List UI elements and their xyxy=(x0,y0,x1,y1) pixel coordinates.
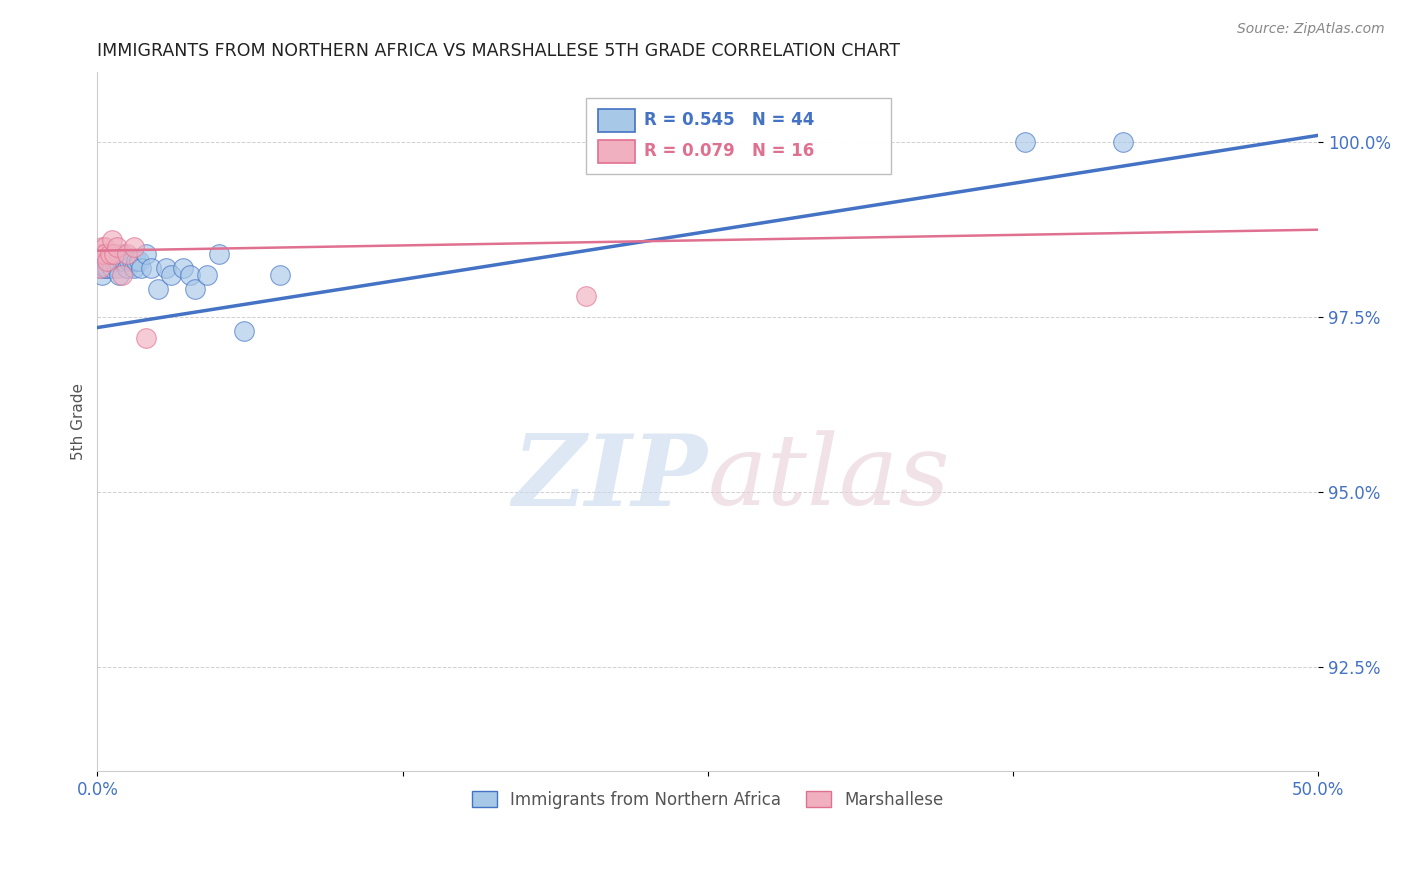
Point xyxy=(269,268,291,282)
Point xyxy=(101,233,124,247)
Point xyxy=(1014,136,1036,150)
Point xyxy=(195,268,218,282)
Point xyxy=(105,240,128,254)
Point xyxy=(93,254,115,268)
Text: Source: ZipAtlas.com: Source: ZipAtlas.com xyxy=(1237,22,1385,37)
Point xyxy=(105,261,128,276)
Point xyxy=(208,247,231,261)
Point xyxy=(96,247,118,261)
Point xyxy=(155,261,177,276)
Point xyxy=(112,254,135,268)
Point xyxy=(96,254,118,268)
Point xyxy=(125,254,148,268)
Point xyxy=(89,261,111,276)
Point xyxy=(115,247,138,261)
Point xyxy=(89,261,111,276)
Point xyxy=(103,247,125,261)
Point xyxy=(1112,136,1135,150)
Point xyxy=(98,247,121,261)
Point xyxy=(172,261,194,276)
Point xyxy=(93,247,115,261)
Point xyxy=(93,240,115,254)
Point xyxy=(139,261,162,276)
Point xyxy=(103,247,125,261)
Point xyxy=(232,324,254,338)
Legend: Immigrants from Northern Africa, Marshallese: Immigrants from Northern Africa, Marshal… xyxy=(465,784,950,815)
Point xyxy=(93,261,115,276)
Point xyxy=(111,254,134,268)
Point xyxy=(115,261,138,276)
Point xyxy=(91,254,114,268)
Point xyxy=(103,254,125,268)
Point xyxy=(122,240,145,254)
Point xyxy=(96,261,118,276)
Point xyxy=(91,261,114,276)
Point xyxy=(98,247,121,261)
Point xyxy=(118,254,141,268)
Point xyxy=(91,268,114,282)
Point xyxy=(159,268,181,282)
Point xyxy=(128,254,150,268)
Point xyxy=(101,254,124,268)
FancyBboxPatch shape xyxy=(598,140,634,163)
Point xyxy=(96,254,118,268)
Point xyxy=(184,282,207,296)
Point xyxy=(91,247,114,261)
Point xyxy=(135,247,157,261)
FancyBboxPatch shape xyxy=(598,109,634,132)
Text: R = 0.545   N = 44: R = 0.545 N = 44 xyxy=(644,111,814,129)
Point xyxy=(111,247,134,261)
FancyBboxPatch shape xyxy=(586,98,891,174)
Point xyxy=(108,268,131,282)
Text: ZIP: ZIP xyxy=(513,430,707,526)
Point xyxy=(575,289,598,303)
Y-axis label: 5th Grade: 5th Grade xyxy=(72,384,86,460)
Text: IMMIGRANTS FROM NORTHERN AFRICA VS MARSHALLESE 5TH GRADE CORRELATION CHART: IMMIGRANTS FROM NORTHERN AFRICA VS MARSH… xyxy=(97,42,900,60)
Point xyxy=(121,254,143,268)
Point xyxy=(91,240,114,254)
Point xyxy=(89,254,111,268)
Point xyxy=(111,268,134,282)
Point xyxy=(148,282,170,296)
Point xyxy=(93,247,115,261)
Text: atlas: atlas xyxy=(707,430,950,525)
Point xyxy=(122,261,145,276)
Point xyxy=(179,268,201,282)
Point xyxy=(101,261,124,276)
Point xyxy=(98,254,121,268)
Point xyxy=(135,331,157,345)
Point xyxy=(105,254,128,268)
Point xyxy=(89,247,111,261)
Point xyxy=(131,261,153,276)
Text: R = 0.079   N = 16: R = 0.079 N = 16 xyxy=(644,143,814,161)
